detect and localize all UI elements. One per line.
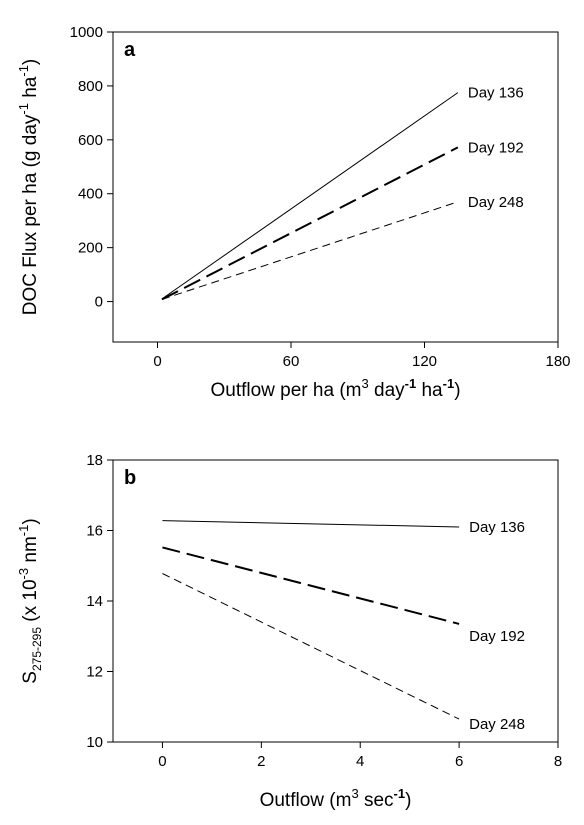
- y-tick-label: 18: [86, 452, 103, 469]
- series-line-day-248: [161, 201, 459, 300]
- y-axis-title: DOC Flux per ha (g day-1 ha-1): [16, 59, 41, 316]
- y-tick-label: 400: [78, 186, 103, 203]
- x-tick-label: 8: [554, 753, 562, 770]
- x-tick-label: 120: [412, 353, 437, 370]
- series-line-day-192: [161, 146, 459, 301]
- series-label: Day 248: [469, 716, 525, 733]
- y-tick-label: 200: [78, 240, 103, 257]
- series-label: Day 248: [468, 194, 524, 211]
- x-tick-label: 2: [257, 753, 265, 770]
- y-axis-title: S275-295 (x 10-3 nm-1): [16, 518, 44, 683]
- y-tick-label: 10: [86, 734, 103, 751]
- plot-frame: [112, 31, 559, 343]
- series-line-day-192: [162, 546, 460, 625]
- x-tick-label: 0: [153, 353, 161, 370]
- plot-frame: [112, 459, 559, 743]
- chart-panel-b: 0 2 4 6 8 10 12 14 16 18 b Day 136 Day 192 Day 248 Out…: [16, 452, 562, 811]
- x-tick-label: 0: [158, 753, 166, 770]
- y-tick-label: 12: [86, 664, 103, 681]
- chart-panel-a: 0 60 120 180 0 200 400 600 800 1000 a Day 136 Day 19…: [16, 24, 571, 401]
- x-tick-label: 60: [283, 353, 300, 370]
- series-line-day-248: [162, 573, 460, 720]
- y-tick-label: 800: [78, 78, 103, 95]
- series-label: Day 136: [468, 85, 524, 102]
- series-label: Day 192: [468, 139, 524, 156]
- series-line-day-136: [162, 520, 460, 528]
- y-tick-label: 1000: [70, 24, 103, 41]
- y-tick-label: 0: [95, 294, 103, 311]
- y-tick-label: 14: [86, 593, 103, 610]
- series-label: Day 136: [469, 519, 525, 536]
- x-tick-label: 180: [545, 353, 570, 370]
- y-tick-label: 16: [86, 523, 103, 540]
- panel-letter: b: [124, 467, 136, 489]
- panel-letter: a: [124, 39, 136, 61]
- x-tick-label: 4: [356, 753, 364, 770]
- x-axis-title: Outflow per ha (m3 day-1 ha-1): [210, 376, 460, 401]
- series-line-day-136: [161, 92, 459, 300]
- y-tick-label: 600: [78, 132, 103, 149]
- x-tick-label: 6: [455, 753, 463, 770]
- x-axis-title: Outflow (m3 sec-1): [260, 786, 412, 811]
- series-label: Day 192: [469, 628, 525, 645]
